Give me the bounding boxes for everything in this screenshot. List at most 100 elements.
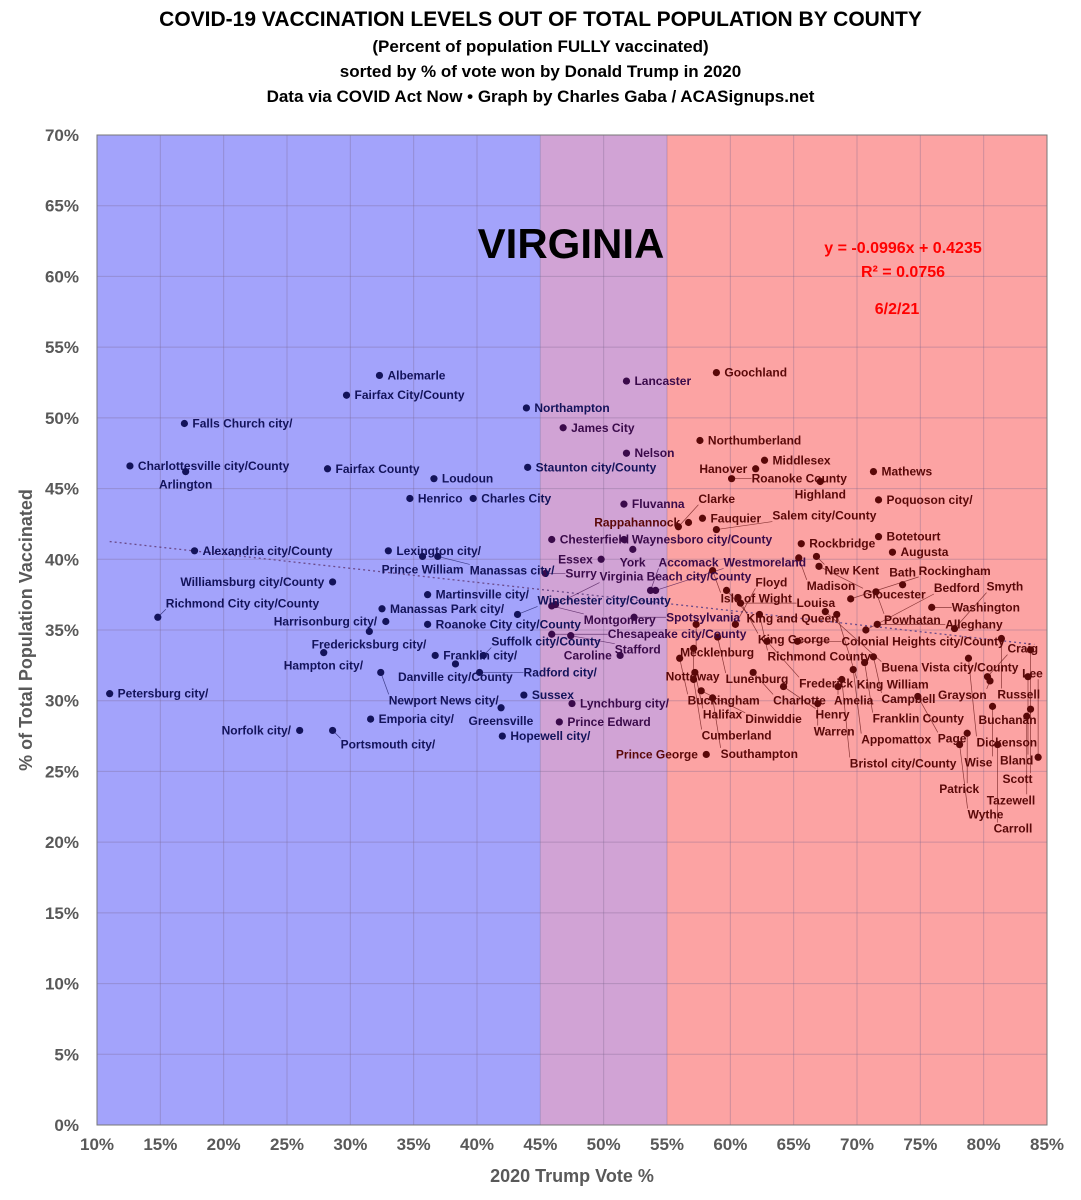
data-point-label: Virginia Beach city/County bbox=[600, 570, 752, 584]
chart-subtitle-2: sorted by % of vote won by Donald Trump … bbox=[339, 62, 742, 81]
data-point-label: Wise bbox=[965, 755, 993, 769]
data-point bbox=[479, 651, 487, 660]
data-point bbox=[378, 605, 386, 613]
data-point-label: Montgomery bbox=[584, 613, 656, 627]
data-point-label: Bristol city/County bbox=[850, 757, 957, 771]
data-point bbox=[430, 475, 438, 483]
data-point-label: Bland bbox=[1000, 754, 1033, 768]
data-point-label: Henry bbox=[816, 708, 850, 722]
data-point bbox=[551, 600, 560, 609]
data-point-label: Nottoway bbox=[666, 669, 720, 683]
y-tick-label: 45% bbox=[45, 480, 79, 499]
data-point-label: King William bbox=[857, 677, 929, 691]
label-leader-line bbox=[717, 636, 727, 674]
state-label: VIRGINIA bbox=[478, 220, 665, 267]
data-point-label: Fairfax County bbox=[336, 462, 420, 476]
x-tick-label: 25% bbox=[270, 1135, 304, 1154]
x-tick-label: 30% bbox=[333, 1135, 367, 1154]
chart-subtitle-1: (Percent of population FULLY vaccinated) bbox=[372, 37, 709, 56]
label-leader-line bbox=[987, 654, 1008, 677]
data-point bbox=[323, 465, 332, 473]
y-tick-label: 55% bbox=[45, 338, 79, 357]
r-squared-label: R² = 0.0756 bbox=[861, 264, 945, 281]
data-point-label: Alexandria city/County bbox=[203, 544, 333, 558]
data-point bbox=[779, 682, 788, 691]
data-points bbox=[106, 369, 1042, 761]
data-point bbox=[329, 578, 337, 586]
data-point bbox=[106, 690, 114, 698]
data-point-label: Franklin County bbox=[873, 712, 965, 726]
label-leader-line bbox=[693, 679, 702, 730]
data-point-label: Dickenson bbox=[976, 735, 1037, 749]
data-point bbox=[862, 626, 870, 634]
label-leader-line bbox=[570, 635, 615, 645]
data-point bbox=[568, 699, 576, 708]
data-point bbox=[872, 588, 880, 596]
x-tick-label: 55% bbox=[650, 1135, 684, 1154]
data-point bbox=[956, 740, 964, 749]
label-leader-line bbox=[437, 556, 470, 565]
data-point bbox=[190, 547, 199, 555]
data-point-label: Williamsburg city/County bbox=[180, 575, 324, 589]
data-point-label: Louisa bbox=[796, 596, 835, 610]
data-point-label: Powhatan bbox=[884, 613, 941, 627]
data-point bbox=[734, 593, 742, 602]
y-tick-label: 65% bbox=[45, 197, 79, 216]
data-point-label: Halifax bbox=[703, 707, 743, 721]
data-point-label: Hampton city/ bbox=[284, 659, 364, 673]
data-point-label: Harrisonburg city/ bbox=[274, 615, 378, 629]
data-point-label: Fauquier bbox=[710, 511, 761, 525]
data-point bbox=[1026, 705, 1035, 713]
data-point-label: Frederick bbox=[799, 676, 853, 690]
data-point bbox=[620, 500, 628, 508]
data-point-label: Hopewell city/ bbox=[510, 729, 591, 743]
data-point-label: Grayson bbox=[938, 688, 987, 702]
data-point-label: Madison bbox=[807, 579, 856, 593]
data-point-label: Henrico bbox=[418, 491, 463, 505]
y-tick-label: 15% bbox=[45, 904, 79, 923]
data-point bbox=[524, 463, 532, 471]
data-point-label: Albemarle bbox=[387, 368, 445, 382]
data-point bbox=[795, 554, 803, 562]
data-point bbox=[702, 750, 710, 759]
data-point-label: Warren bbox=[814, 725, 855, 739]
data-point bbox=[874, 533, 883, 541]
label-leader-line bbox=[852, 669, 862, 734]
data-point-label: Hanover bbox=[699, 462, 747, 476]
data-point bbox=[793, 637, 802, 645]
data-point bbox=[365, 627, 373, 636]
data-point-label: Lee bbox=[1022, 666, 1043, 680]
x-tick-label: 35% bbox=[397, 1135, 431, 1154]
data-point-label: Fairfax City/County bbox=[355, 388, 465, 402]
data-point-label: Gloucester bbox=[863, 587, 926, 601]
data-point bbox=[874, 496, 883, 504]
data-point-label: Russell bbox=[997, 687, 1040, 701]
label-leader-line bbox=[818, 566, 864, 589]
data-point bbox=[520, 691, 528, 699]
data-point-label: Buena Vista city/County bbox=[881, 661, 1018, 675]
data-point bbox=[451, 660, 460, 668]
data-point-label: Waynesboro city/County bbox=[632, 532, 773, 546]
label-leader-line bbox=[783, 686, 816, 709]
label-leader-line bbox=[766, 641, 800, 678]
region-band-0 bbox=[97, 135, 541, 1125]
chart-title: COVID-19 VACCINATION LEVELS OUT OF TOTAL… bbox=[159, 8, 922, 31]
data-point bbox=[712, 369, 721, 377]
data-point bbox=[541, 569, 550, 578]
data-point bbox=[367, 715, 375, 723]
data-point bbox=[559, 424, 567, 432]
label-leader-line bbox=[678, 504, 699, 527]
data-point bbox=[684, 518, 693, 527]
data-point-label: Lexington city/ bbox=[396, 544, 481, 558]
data-point-label: Carroll bbox=[994, 822, 1033, 836]
date-label: 6/2/21 bbox=[875, 301, 920, 318]
data-point-label: Craig bbox=[1007, 642, 1038, 656]
data-point-label: Lunenburg bbox=[726, 672, 789, 686]
label-leader-line bbox=[735, 588, 756, 625]
data-point-label: Spotsylvania bbox=[666, 610, 740, 624]
label-leader-line bbox=[825, 611, 882, 662]
data-point-label: Manassas Park city/ bbox=[390, 602, 505, 616]
label-leader-line bbox=[380, 672, 390, 695]
data-point-label: Loudoun bbox=[442, 472, 493, 486]
label-leader-line bbox=[798, 557, 808, 580]
